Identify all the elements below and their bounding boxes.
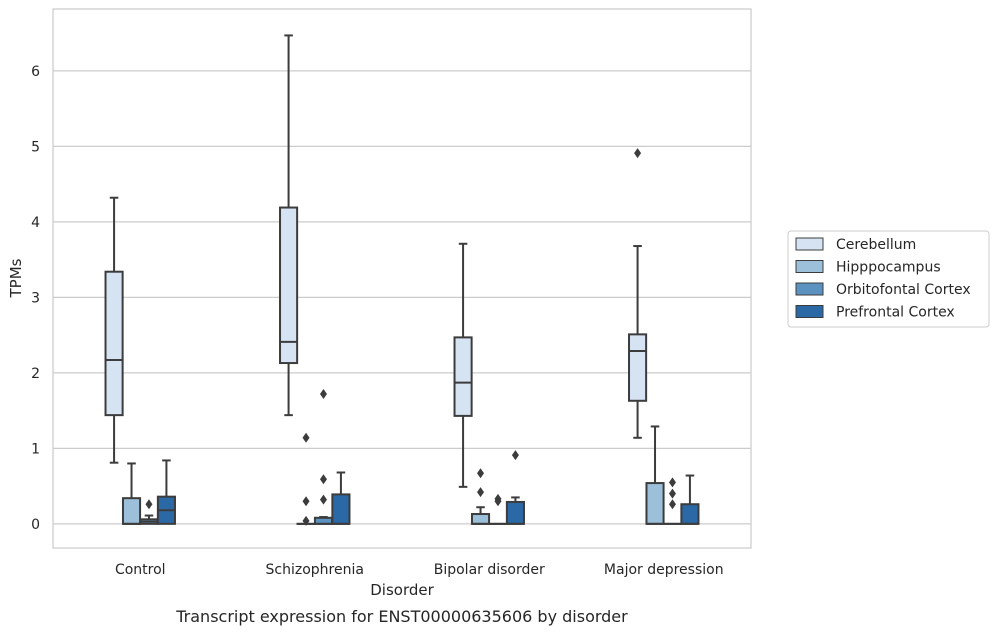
box-body (453, 336, 473, 417)
box-2-2 (488, 493, 508, 525)
legend-label: Cerebellum (836, 237, 916, 253)
outlier-point (511, 450, 519, 461)
y-tick-label: 0 (31, 517, 40, 533)
outlier-point (319, 389, 327, 399)
y-tick-label: 6 (31, 64, 40, 80)
legend-label: Orbitofontal Cortex (836, 282, 971, 298)
box-3-0 (628, 148, 648, 439)
outlier-point (477, 468, 485, 479)
legend-label: Hipppocampus (836, 260, 941, 276)
legend: Cerebellum Hipppocampus Orbitofontal Corte… (787, 230, 990, 328)
outlier-point (668, 499, 676, 510)
box-0-3 (156, 459, 176, 525)
box-body (331, 493, 351, 525)
box-3-1 (645, 425, 665, 525)
outlier-point (302, 515, 310, 526)
x-tick-label: Bipolar disorder (434, 562, 545, 578)
legend-frame (787, 230, 990, 328)
outlier-point (668, 488, 676, 499)
y-tick-labels: 0 1 2 3 4 5 6 (31, 64, 40, 533)
box-body (680, 503, 700, 525)
box-1-2 (313, 389, 334, 525)
box-2-1 (470, 468, 491, 525)
boxes (104, 34, 700, 526)
box-body (104, 270, 124, 417)
outlier-point (319, 474, 327, 485)
outlier-point (668, 477, 676, 488)
legend-swatch (795, 282, 824, 296)
box-1-0 (279, 34, 299, 417)
box-body (628, 333, 648, 402)
grid-lines (53, 70, 751, 525)
legend-label: Prefrontal Cortex (836, 305, 955, 321)
box-3-3 (680, 474, 700, 525)
box-3-2 (662, 477, 683, 525)
outlier-point (302, 496, 310, 507)
chart-caption: Transcript expression for ENST0000063560… (175, 607, 628, 626)
box-1-3 (331, 471, 351, 525)
box-body (121, 497, 142, 525)
outlier-point (634, 148, 642, 159)
box-body (505, 500, 525, 525)
outlier-point (319, 494, 327, 505)
box-body (645, 482, 665, 525)
x-tick-label: Major depression (604, 562, 724, 578)
box-1-1 (296, 432, 316, 526)
y-tick-label: 4 (31, 215, 40, 231)
box-2-0 (453, 242, 473, 488)
plot-frame (52, 8, 752, 549)
y-tick-label: 2 (31, 366, 40, 382)
outlier-point (494, 493, 502, 504)
outlier-point (477, 487, 485, 498)
y-tick-label: 1 (31, 441, 40, 457)
y-tick-label: 3 (31, 290, 40, 306)
box-0-2 (139, 499, 159, 525)
box-2-3 (505, 450, 525, 525)
x-tick-label: Schizophrenia (266, 562, 364, 578)
legend-swatch (795, 260, 824, 273)
outlier-point (302, 432, 310, 443)
x-tick-labels: Control Schizophrenia Bipolar disorder Majo… (115, 562, 724, 578)
box-0-1 (121, 462, 142, 525)
legend-swatch (795, 305, 824, 318)
box-body (470, 513, 491, 525)
legend-swatch (795, 237, 824, 251)
y-tick-label: 5 (31, 139, 40, 155)
box-body (279, 206, 299, 365)
x-tick-label: Control (115, 562, 166, 578)
y-axis-label: TPMs (7, 258, 25, 298)
outlier-point (145, 499, 153, 510)
x-axis-label: Disorder (370, 581, 434, 599)
box-0-0 (104, 196, 124, 464)
